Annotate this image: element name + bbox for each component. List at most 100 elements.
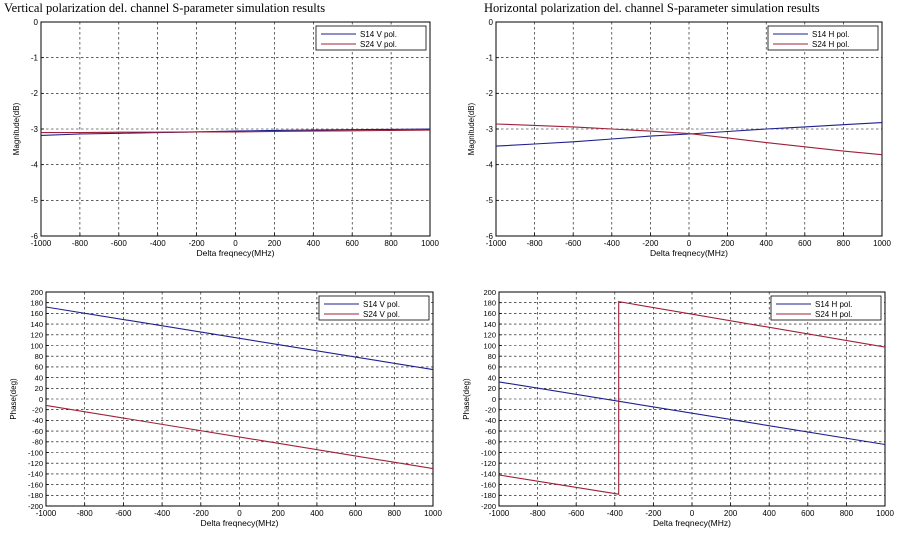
- chart-1: -1000 -800 -600 -400 -200 0 200 400 600 800 1000 -6…: [12, 18, 439, 258]
- legend-box: [770, 295, 882, 321]
- legend-box: [315, 25, 427, 51]
- chart-4: -1000 -800 -600 -400 -200 0 200 400 600 800 1000-2…: [462, 288, 894, 528]
- x-tick-label: -200: [193, 509, 210, 518]
- legend-label: S24 H pol.: [812, 40, 849, 49]
- x-tick-label: -600: [568, 509, 585, 518]
- x-tick-label: 400: [307, 239, 321, 248]
- y-tick-label: -40: [32, 416, 43, 425]
- legend-label: S14 V pol.: [363, 300, 400, 309]
- x-tick-label: 600: [346, 239, 360, 248]
- x-tick-label: 200: [268, 239, 282, 248]
- x-tick-label: 400: [763, 509, 777, 518]
- y-tick-label: -80: [485, 438, 496, 447]
- chart-2: -1000 -800 -600 -400 -200 0 200 400 600 800 1000 -6…: [467, 18, 891, 258]
- y-tick-label: -3: [486, 125, 494, 134]
- y-tick-label: -120: [28, 459, 43, 468]
- legend-label: S24 V pol.: [363, 310, 400, 319]
- y-tick-label: 20: [35, 384, 43, 393]
- series-line-2: [496, 123, 882, 156]
- y-tick-label: -4: [486, 160, 494, 169]
- y-tick-label: -40: [485, 416, 496, 425]
- x-tick-label: -1000: [489, 509, 510, 518]
- series-line-2: [41, 129, 430, 134]
- legend-label: S14 H pol.: [815, 300, 852, 309]
- y-tick-label: -6: [31, 232, 39, 241]
- y-tick-label: -1: [486, 53, 494, 62]
- y-tick-label: 0: [492, 395, 496, 404]
- y-tick-label: 0: [489, 18, 494, 27]
- x-axis-label: Delta freqnecy(MHz): [650, 248, 728, 258]
- x-tick-label: 600: [349, 509, 363, 518]
- y-tick-label: -160: [481, 480, 496, 489]
- x-tick-label: -600: [115, 509, 132, 518]
- x-tick-label: 200: [721, 239, 735, 248]
- y-tick-label: 60: [488, 363, 496, 372]
- y-tick-label: 40: [35, 373, 43, 382]
- x-tick-label: 800: [384, 239, 398, 248]
- x-tick-label: -800: [72, 239, 89, 248]
- y-tick-label: -20: [32, 406, 43, 415]
- x-tick-label: 0: [237, 509, 242, 518]
- series-line-1: [41, 128, 430, 136]
- y-tick-label: 100: [483, 341, 496, 350]
- series-line-1: [46, 306, 433, 371]
- y-tick-label: -140: [28, 470, 43, 479]
- x-tick-label: 1000: [873, 239, 891, 248]
- y-tick-label: -200: [481, 502, 496, 511]
- x-tick-label: 800: [840, 509, 854, 518]
- y-tick-label: -80: [32, 438, 43, 447]
- series-line-2: [499, 300, 885, 495]
- x-tick-label: -1000: [36, 509, 57, 518]
- x-tick-label: 800: [837, 239, 851, 248]
- x-tick-label: -1000: [486, 239, 507, 248]
- y-tick-label: 80: [35, 352, 43, 361]
- x-tick-label: -600: [565, 239, 582, 248]
- x-tick-label: 1000: [421, 239, 439, 248]
- y-tick-label: -60: [485, 427, 496, 436]
- y-axis-label: Magnitude(dB): [12, 102, 21, 155]
- y-tick-label: -140: [481, 470, 496, 479]
- y-tick-label: 120: [483, 331, 496, 340]
- x-tick-label: 0: [687, 239, 692, 248]
- y-tick-label: 0: [34, 18, 39, 27]
- x-tick-label: 800: [388, 509, 402, 518]
- y-axis-label: Phase(deg): [462, 378, 471, 420]
- y-tick-label: -5: [31, 196, 39, 205]
- x-tick-label: 400: [310, 509, 324, 518]
- x-tick-label: -800: [527, 239, 544, 248]
- y-tick-label: 200: [483, 288, 496, 297]
- y-tick-label: 20: [488, 384, 496, 393]
- legend-box: [767, 25, 879, 51]
- chart-3: -1000 -800 -600 -400 -200 0 200 400 600 800 1000-2…: [9, 288, 442, 528]
- x-tick-label: 600: [798, 239, 812, 248]
- y-tick-label: 180: [30, 299, 43, 308]
- y-tick-label: 140: [30, 320, 43, 329]
- x-tick-label: 200: [724, 509, 738, 518]
- y-tick-label: -100: [28, 448, 43, 457]
- x-axis-label: Delta freqnecy(MHz): [201, 518, 279, 528]
- y-tick-label: -20: [485, 406, 496, 415]
- x-tick-label: 0: [690, 509, 695, 518]
- legend-label: S24 H pol.: [815, 310, 852, 319]
- x-tick-label: -400: [150, 239, 167, 248]
- x-tick-label: 1000: [424, 509, 442, 518]
- legend-label: S14 H pol.: [812, 30, 849, 39]
- x-tick-label: -200: [645, 509, 662, 518]
- y-tick-label: 120: [30, 331, 43, 340]
- y-tick-label: -100: [481, 448, 496, 457]
- y-tick-label: 160: [30, 309, 43, 318]
- horizontal-figure-title: Horizontal polarization del. channel S-p…: [484, 1, 820, 15]
- x-tick-label: -400: [607, 509, 624, 518]
- x-tick-label: 1000: [876, 509, 894, 518]
- x-tick-label: -400: [154, 509, 171, 518]
- y-tick-label: -180: [481, 491, 496, 500]
- x-tick-label: -1000: [31, 239, 52, 248]
- x-tick-label: -400: [604, 239, 621, 248]
- series-line-1: [499, 381, 885, 446]
- y-axis-label: Phase(deg): [9, 378, 18, 420]
- legend-label: S14 V pol.: [360, 30, 397, 39]
- y-tick-label: -200: [28, 502, 43, 511]
- x-tick-label: -800: [530, 509, 547, 518]
- y-tick-label: -1: [31, 53, 39, 62]
